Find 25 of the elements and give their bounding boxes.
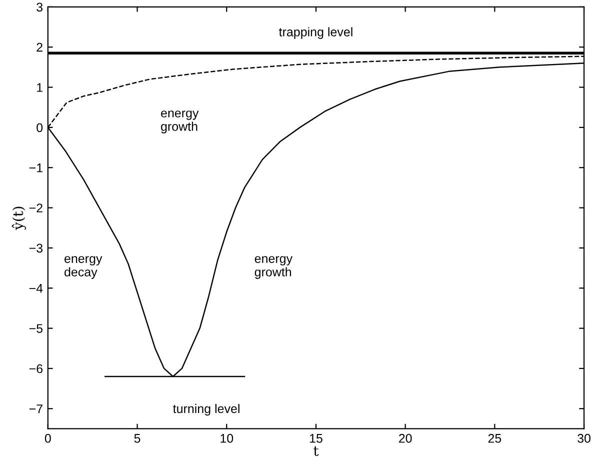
y-tick-label: −4 bbox=[29, 284, 43, 293]
x-tick-label: 0 bbox=[44, 434, 51, 443]
y-tick-label: −7 bbox=[29, 404, 42, 414]
y-tick-label: −2 bbox=[29, 204, 42, 212]
y-tick-label: −1 bbox=[29, 164, 42, 172]
x-tick-label: 25 bbox=[488, 434, 502, 443]
ref-line-label: trapping level bbox=[278, 27, 352, 39]
y-tick-label: 2 bbox=[36, 42, 42, 52]
y-tick-label: 0 bbox=[36, 123, 43, 132]
x-tick-label: 15 bbox=[310, 434, 322, 443]
y-tick-label: −3 bbox=[29, 244, 43, 253]
y-tick-label: 1 bbox=[37, 83, 42, 92]
y-tick-label: 3 bbox=[36, 2, 43, 12]
y-axis-title: ŷ(t) bbox=[12, 206, 26, 230]
annotation: turning level bbox=[173, 404, 240, 416]
annotation: energy growth bbox=[254, 256, 293, 279]
x-tick-label: 5 bbox=[134, 434, 140, 443]
x-tick-label: 20 bbox=[399, 434, 412, 443]
y-tick-label: −6 bbox=[29, 364, 43, 374]
x-tick-label: 30 bbox=[578, 434, 590, 443]
annotation: energy growth bbox=[161, 110, 199, 134]
y-tick-label: −5 bbox=[29, 324, 43, 333]
x-tick-label: 10 bbox=[220, 434, 234, 443]
annotation: energy decay bbox=[64, 256, 102, 279]
x-axis-title: t bbox=[314, 446, 319, 456]
